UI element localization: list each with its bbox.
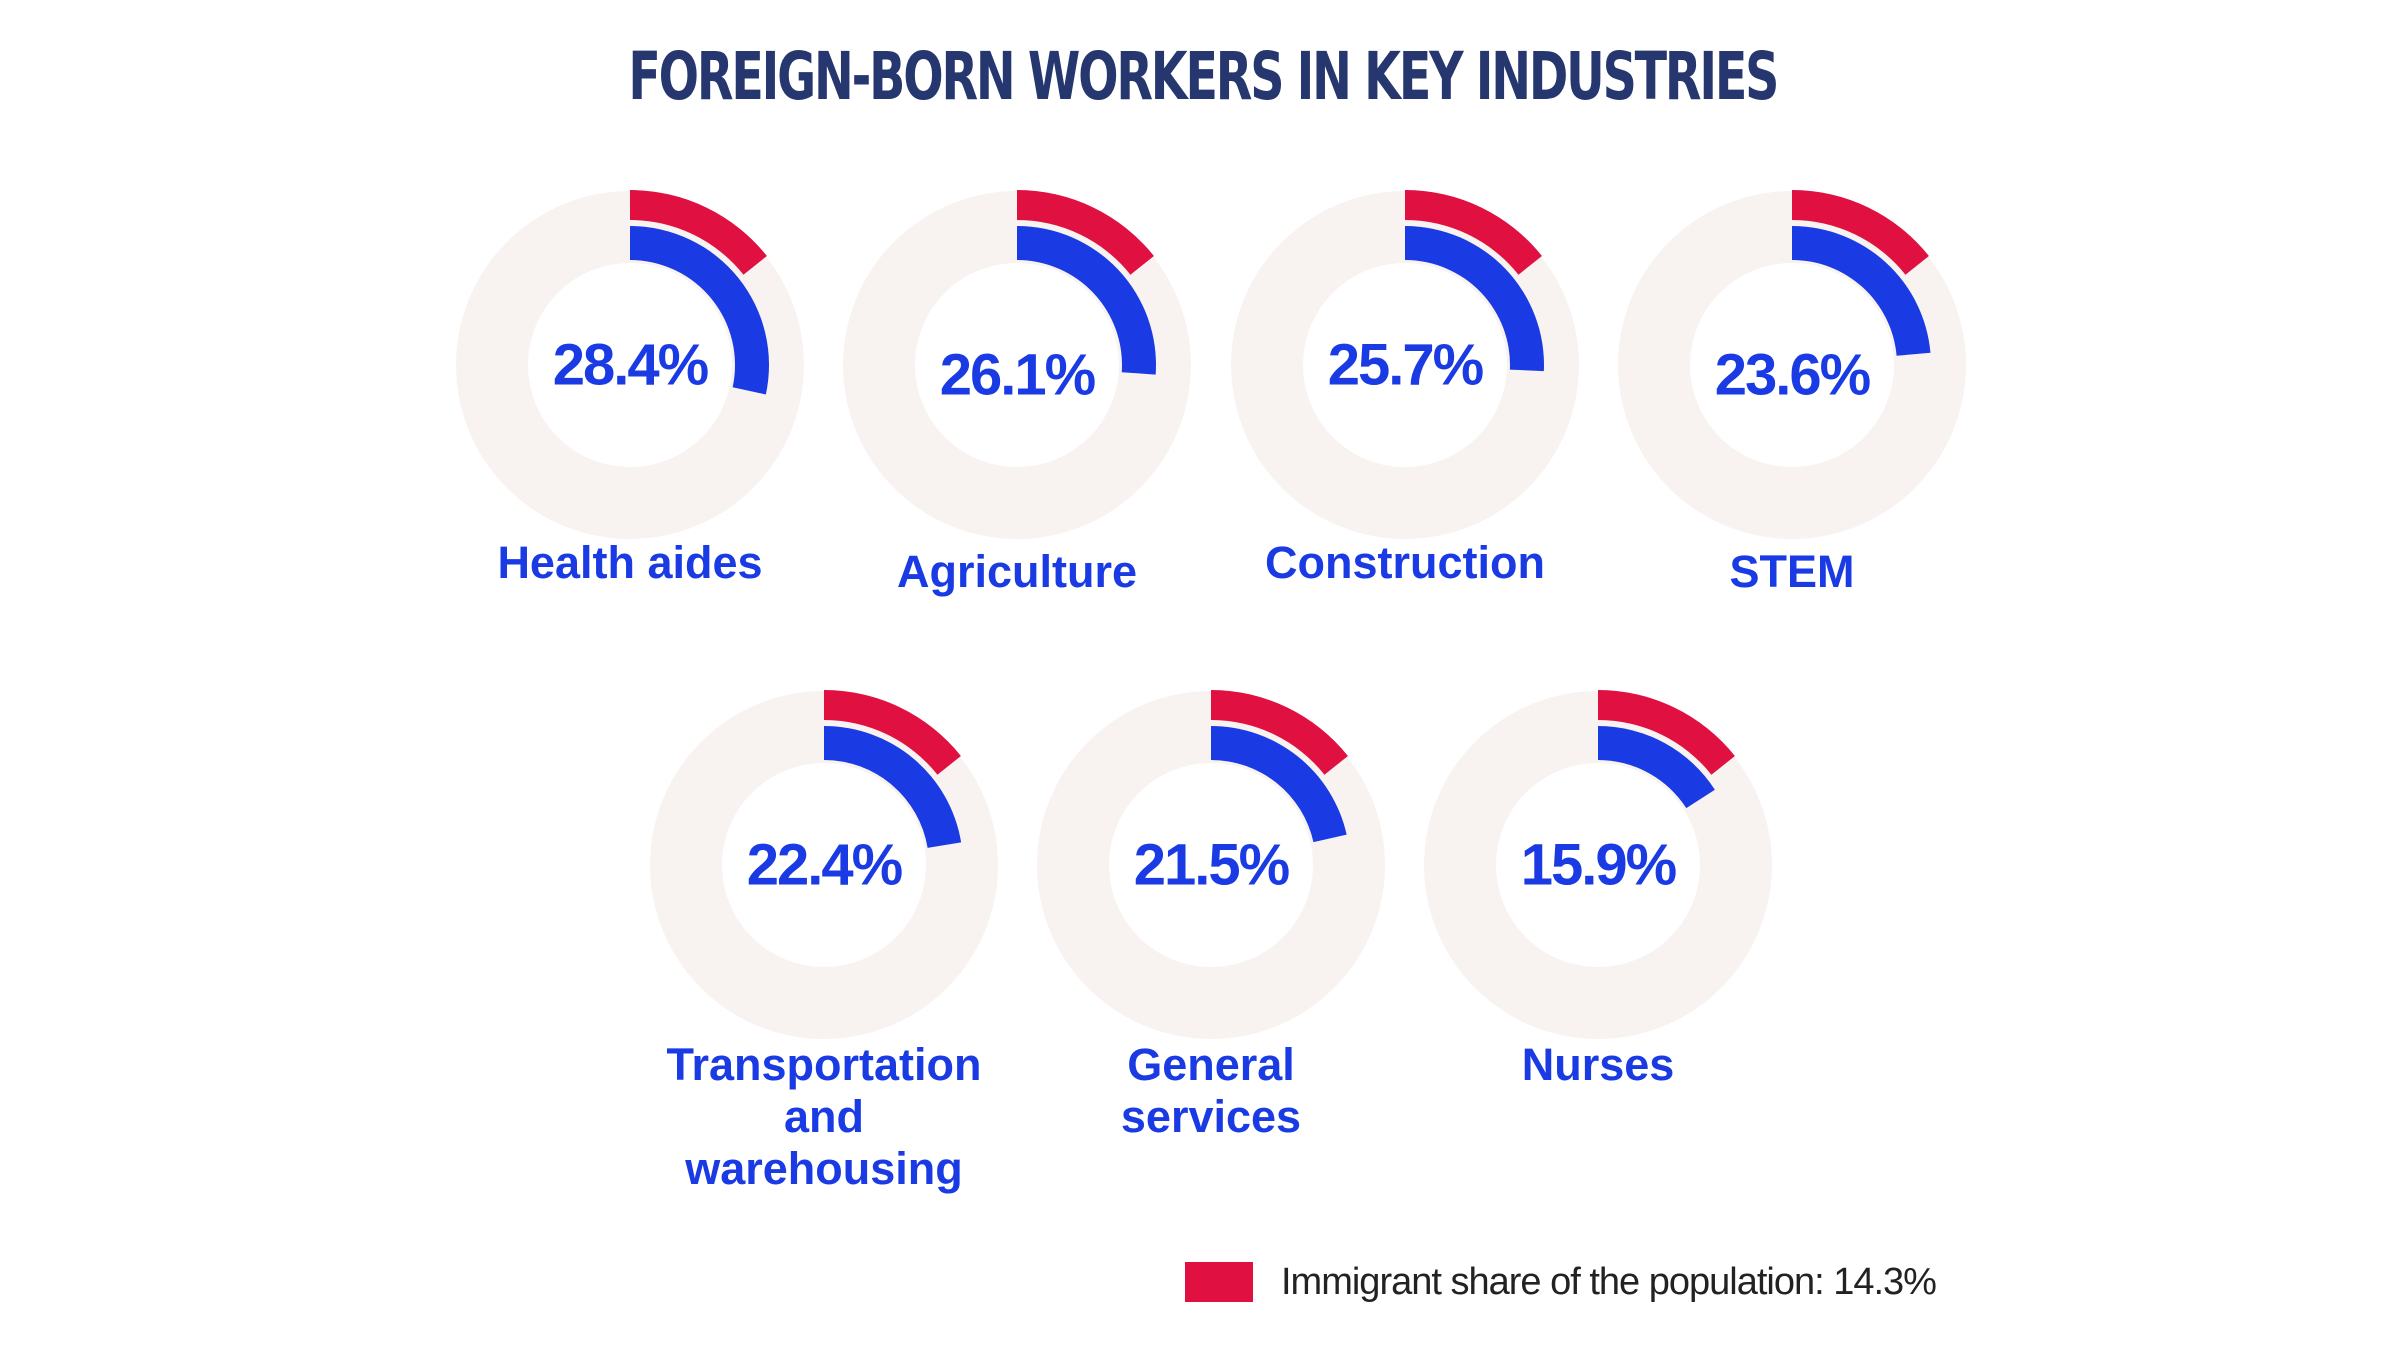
category-label-line: General <box>1127 1039 1295 1090</box>
legend-swatch-immigrant-share <box>1185 1262 1253 1302</box>
category-label-line: Nurses <box>1522 1039 1675 1090</box>
value-label-health-aides: 28.4% <box>553 333 709 398</box>
category-label-health-aides: Health aides <box>497 537 762 588</box>
value-arc-nurses <box>1598 726 1715 809</box>
value-arc-general-services <box>1211 726 1347 843</box>
value-arc-stem <box>1792 226 1931 356</box>
value-arc-agriculture <box>1017 226 1156 375</box>
value-arc-construction <box>1405 226 1544 372</box>
legend-label: Immigrant share of the population: 14.3% <box>1281 1260 1937 1303</box>
donut-nurses: 15.9% Nurses <box>1424 690 1772 1090</box>
donut-construction: 25.7% Construction <box>1231 190 1579 588</box>
category-label-line: Health aides <box>497 537 762 588</box>
chart-title: FOREIGN-BORN WORKERS IN KEY INDUSTRIES <box>628 38 1779 115</box>
category-label-line: STEM <box>1729 546 1854 597</box>
category-label-line: Transportation <box>666 1039 981 1090</box>
category-label-transportation-and-warehousing: Transportation and warehousing <box>666 1039 981 1194</box>
category-label-agriculture: Agriculture <box>897 546 1137 597</box>
category-label-general-services: General services <box>1121 1039 1301 1142</box>
value-arc-transportation-and-warehousing <box>824 726 962 848</box>
reference-arc-nurses <box>1598 690 1735 775</box>
category-label-stem: STEM <box>1729 546 1854 597</box>
category-label-line: Agriculture <box>897 546 1137 597</box>
value-label-nurses: 15.9% <box>1521 833 1677 898</box>
category-label-construction: Construction <box>1265 537 1545 588</box>
value-label-general-services: 21.5% <box>1134 833 1290 898</box>
donut-health-aides: 28.4% Health aides <box>456 190 804 588</box>
category-label-nurses: Nurses <box>1522 1039 1675 1090</box>
reference-arc-transportation-and-warehousing <box>824 690 961 775</box>
value-label-agriculture: 26.1% <box>940 343 1096 408</box>
value-arc-health-aides <box>630 226 769 395</box>
reference-arc-construction <box>1405 190 1542 275</box>
reference-arc-general-services <box>1211 690 1348 775</box>
donut-transportation-and-warehousing: 22.4% Transportation and warehousing <box>650 690 998 1194</box>
value-label-transportation-and-warehousing: 22.4% <box>747 833 903 898</box>
donut-stem: 23.6% STEM <box>1618 190 1966 597</box>
category-label-line: Construction <box>1265 537 1545 588</box>
category-label-line: warehousing <box>684 1143 963 1194</box>
donut-agriculture: 26.1% Agriculture <box>843 190 1191 597</box>
donut-general-services: 21.5% General services <box>1037 690 1385 1142</box>
reference-arc-stem <box>1792 190 1929 275</box>
reference-arc-health-aides <box>630 190 767 275</box>
legend: Immigrant share of the population: 14.3% <box>1185 1260 1937 1304</box>
value-label-stem: 23.6% <box>1715 343 1871 408</box>
category-label-line: services <box>1121 1091 1301 1142</box>
category-label-line: and <box>784 1091 864 1142</box>
value-label-construction: 25.7% <box>1328 333 1484 398</box>
reference-arc-agriculture <box>1017 190 1154 275</box>
